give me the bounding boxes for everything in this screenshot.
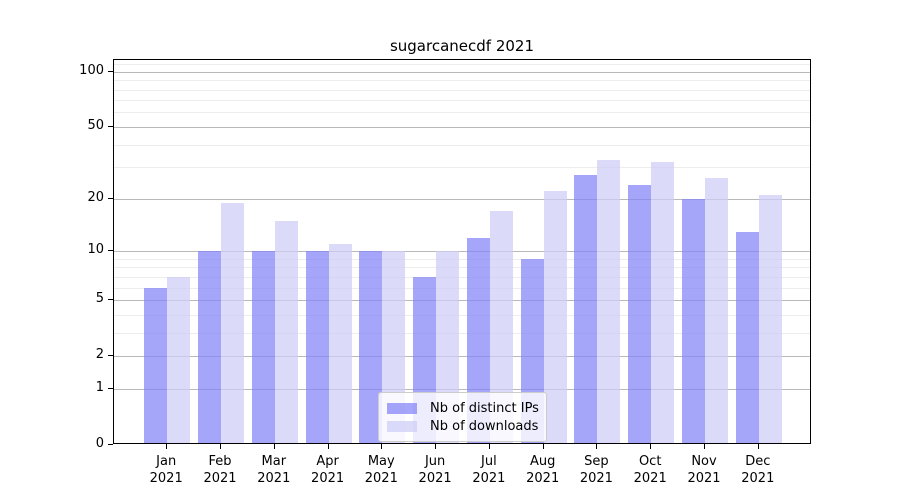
x-tick-label: Oct 2021 xyxy=(633,454,667,486)
legend-swatch-distinct-ips xyxy=(387,402,417,414)
y-tick-label: 100 xyxy=(79,62,104,78)
minor-gridline xyxy=(114,287,810,289)
bar-distinct-ips xyxy=(359,251,383,443)
minor-gridline xyxy=(114,89,810,91)
x-tick-label: Apr 2021 xyxy=(311,454,345,486)
legend-label: Nb of downloads xyxy=(430,418,539,434)
x-tick-mark xyxy=(435,444,437,449)
y-tick-label: 2 xyxy=(95,347,104,363)
x-tick-label: Dec 2021 xyxy=(741,454,775,486)
bar-distinct-ips xyxy=(735,231,759,443)
bar-distinct-ips xyxy=(682,198,705,443)
y-tick-mark xyxy=(108,125,113,127)
y-tick-mark xyxy=(108,299,113,300)
bar-downloads xyxy=(758,194,782,443)
x-tick-label: Feb 2021 xyxy=(203,454,237,486)
x-tick-label: Sep 2021 xyxy=(579,454,613,486)
bar-distinct-ips xyxy=(251,251,275,443)
minor-gridline xyxy=(114,80,810,82)
x-tick-mark xyxy=(166,444,168,449)
bar-distinct-ips xyxy=(305,251,329,443)
minor-gridline xyxy=(114,167,810,169)
x-tick-mark xyxy=(220,444,221,449)
major-gridline xyxy=(114,388,810,390)
legend-entry: Nb of distinct IPs xyxy=(387,399,539,417)
x-tick-label: Jul 2021 xyxy=(472,454,506,486)
bar-distinct-ips xyxy=(466,237,490,443)
legend-label: Nb of distinct IPs xyxy=(430,400,539,416)
major-gridline xyxy=(114,126,810,128)
y-tick-mark xyxy=(108,387,113,389)
x-tick-label: Jan 2021 xyxy=(149,454,183,486)
minor-gridline xyxy=(114,332,810,334)
x-tick-mark xyxy=(488,444,490,449)
x-tick-mark xyxy=(757,444,759,449)
x-tick-mark xyxy=(650,444,652,449)
bar-downloads xyxy=(597,159,621,443)
x-tick-mark xyxy=(704,444,705,449)
y-tick-mark xyxy=(108,444,113,445)
x-tick-mark xyxy=(596,444,598,449)
major-gridline xyxy=(114,71,810,73)
x-tick-label: May 2021 xyxy=(364,454,398,486)
y-tick-mark xyxy=(108,355,113,357)
minor-gridline xyxy=(114,276,810,278)
major-gridline xyxy=(114,198,810,200)
legend-swatch-downloads xyxy=(387,420,417,432)
bar-distinct-ips xyxy=(144,287,168,443)
major-gridline xyxy=(114,356,810,358)
bar-downloads xyxy=(274,220,298,443)
major-gridline xyxy=(114,251,810,252)
bar-downloads xyxy=(651,162,675,443)
y-tick-label: 50 xyxy=(87,117,104,133)
y-tick-mark xyxy=(108,197,113,199)
chart-title: sugarcanecdf 2021 xyxy=(389,37,535,55)
y-tick-mark xyxy=(108,250,113,251)
minor-gridline xyxy=(114,258,810,260)
legend-entry: Nb of downloads xyxy=(387,417,538,435)
bar-distinct-ips xyxy=(574,175,598,443)
y-tick-label: 1 xyxy=(95,379,104,395)
x-tick-label: Nov 2021 xyxy=(687,454,721,486)
x-tick-mark xyxy=(542,444,544,449)
bar-downloads xyxy=(705,178,728,443)
bar-downloads xyxy=(167,276,191,443)
x-tick-mark xyxy=(381,444,383,449)
x-tick-mark xyxy=(327,444,329,449)
x-tick-label: Jun 2021 xyxy=(418,454,452,486)
minor-gridline xyxy=(114,100,810,102)
bar-distinct-ips xyxy=(628,184,652,443)
legend: Nb of distinct IPs Nb of downloads xyxy=(378,392,547,442)
minor-gridline xyxy=(114,64,810,65)
bar-downloads xyxy=(489,211,513,443)
y-tick-label: 20 xyxy=(87,189,104,205)
x-tick-label: Mar 2021 xyxy=(257,454,291,486)
bar-downloads xyxy=(543,191,567,443)
y-tick-mark xyxy=(108,70,113,72)
bar-distinct-ips xyxy=(198,251,221,443)
bar-downloads xyxy=(221,202,244,443)
plot-area: Nb of distinct IPs Nb of downloads xyxy=(113,59,811,444)
y-tick-label: 10 xyxy=(87,242,104,257)
x-tick-mark xyxy=(273,444,275,449)
minor-gridline xyxy=(114,314,810,316)
major-gridline xyxy=(114,300,810,301)
y-tick-label: 0 xyxy=(95,436,104,451)
minor-gridline xyxy=(114,112,810,114)
bar-downloads xyxy=(328,244,352,443)
minor-gridline xyxy=(114,267,810,269)
minor-gridline xyxy=(114,144,810,146)
y-tick-label: 5 xyxy=(95,291,104,306)
x-tick-label: Aug 2021 xyxy=(526,454,560,486)
